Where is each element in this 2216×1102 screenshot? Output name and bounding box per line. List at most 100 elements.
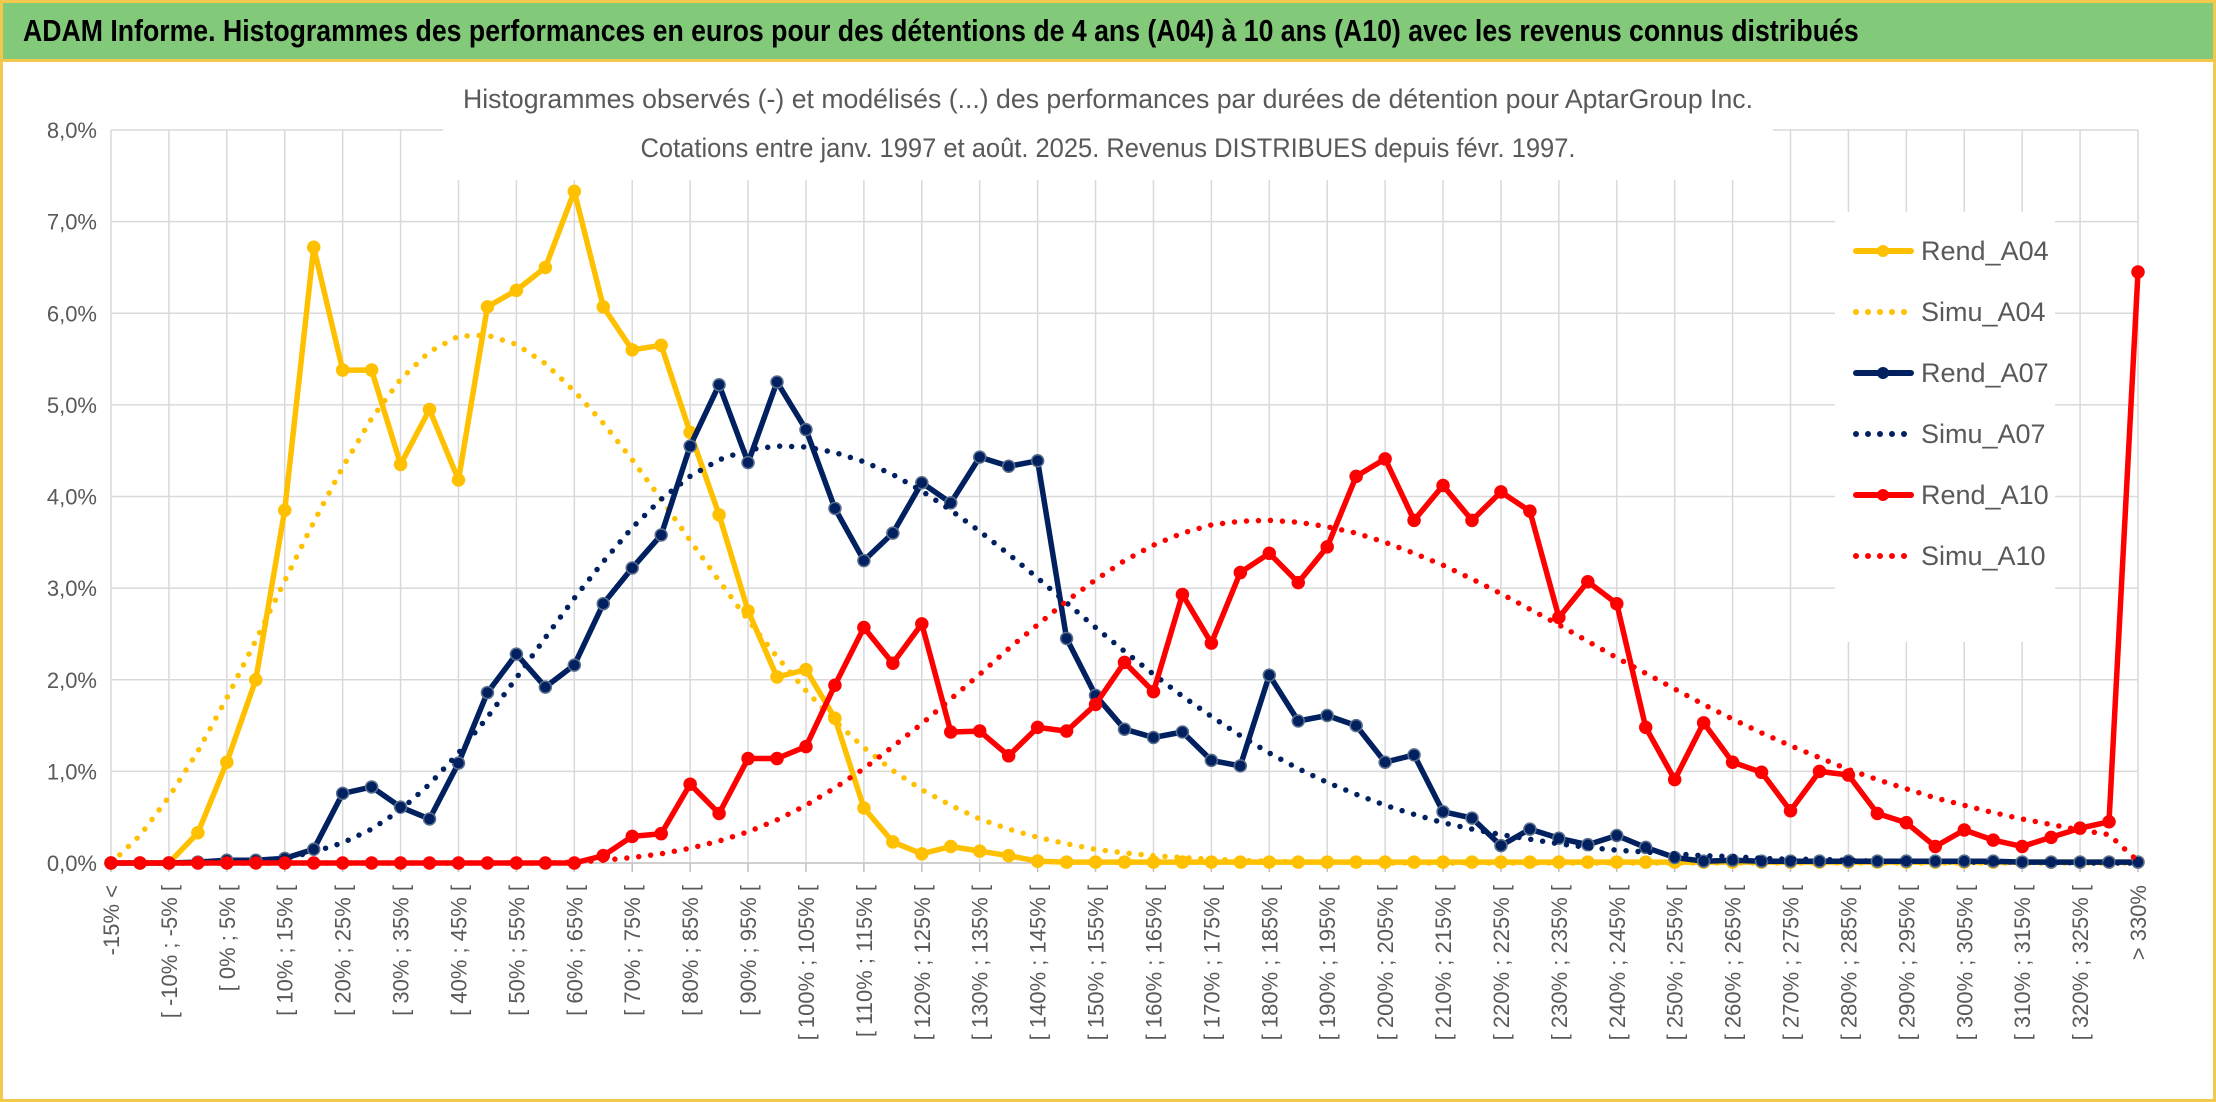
- data-point-rend_a07: [1146, 730, 1161, 745]
- x-tick-label: > 330%: [2126, 885, 2151, 960]
- data-point-rend_a07: [1204, 753, 1219, 768]
- y-tick-label: 7,0%: [47, 210, 97, 235]
- legend-marker-rend_a07: [1877, 367, 1889, 379]
- data-point-rend_a07: [1494, 838, 1508, 853]
- data-point-rend_a07: [886, 526, 900, 540]
- y-tick-label: 5,0%: [47, 393, 97, 418]
- x-tick-label: [ 220% ; 225% [: [1489, 885, 1514, 1040]
- data-point-rend_a10: [1146, 684, 1161, 699]
- data-point-rend_a07: [828, 501, 842, 516]
- data-point-rend_a07: [509, 647, 524, 661]
- series-line-rend_a04: [108, 188, 2141, 866]
- data-point-rend_a04: [538, 260, 553, 275]
- data-point-rend_a10: [1291, 575, 1305, 590]
- data-point-rend_a04: [249, 673, 263, 687]
- data-point-rend_a04: [1030, 854, 1045, 868]
- series-line-simu_a07: [108, 443, 2141, 866]
- data-point-rend_a04: [364, 363, 379, 377]
- data-point-rend_a07: [1436, 804, 1450, 819]
- report-banner: ADAM Informe. Histogrammes des performan…: [3, 3, 2213, 62]
- data-point-rend_a10: [857, 620, 871, 635]
- data-point-rend_a04: [1059, 855, 1074, 869]
- data-point-rend_a07: [1349, 718, 1363, 733]
- data-point-rend_a04: [191, 826, 205, 840]
- data-point-rend_a10: [799, 739, 813, 754]
- x-tick-label: [ 100% ; 105% [: [794, 885, 819, 1040]
- data-point-rend_a07: [1059, 631, 1074, 646]
- data-point-rend_a04: [886, 835, 900, 849]
- data-point-rend_a04: [770, 670, 784, 684]
- banner-title: ADAM Informe. Histogrammes des performan…: [23, 13, 1859, 48]
- data-point-rend_a07: [1320, 708, 1334, 723]
- data-point-rend_a04: [335, 363, 350, 377]
- data-point-rend_a10: [1349, 469, 1363, 484]
- data-point-rend_a10: [1523, 504, 1537, 518]
- data-point-rend_a07: [567, 658, 582, 672]
- data-point-rend_a10: [972, 724, 987, 738]
- data-point-rend_a04: [1117, 855, 1132, 869]
- data-point-rend_a10: [683, 777, 697, 791]
- legend: Rend_A04 Simu_A04 Rend_A07 Simu_A07 Rend_A10…: [1853, 236, 2049, 571]
- data-point-rend_a07: [972, 450, 987, 464]
- chart-title-backdrop: [443, 74, 1773, 180]
- x-tick-label: -15% <: [99, 885, 124, 955]
- performance-histogram-chart: 0,0% 1,0% 2,0% 3,0% 4,0% 5,0% 6,0% 7,0% 8,0% -15…: [47, 74, 2151, 1040]
- x-tick-label: [ 300% ; 305% [: [1952, 885, 1977, 1040]
- data-point-rend_a07: [1696, 854, 1711, 868]
- data-point-rend_a07: [422, 812, 437, 826]
- data-point-rend_a07: [1233, 759, 1248, 773]
- data-point-rend_a04: [509, 283, 524, 298]
- data-point-rend_a10: [1870, 806, 1885, 821]
- data-point-rend_a10: [1378, 452, 1392, 466]
- data-point-rend_a10: [1638, 720, 1653, 735]
- data-point-rend_a04: [451, 473, 466, 487]
- x-tick-label: [ 190% ; 195% [: [1315, 885, 1340, 1040]
- series-line-simu_a10: [108, 517, 2141, 866]
- chart-title: Histogrammes observés (-) et modélisés (…: [463, 84, 1753, 114]
- x-tick-label: [ 70% ; 75% [: [620, 885, 645, 1016]
- data-point-rend_a04: [712, 508, 726, 522]
- data-point-rend_a10: [828, 678, 842, 692]
- data-point-rend_a07: [857, 553, 871, 568]
- y-tick-label: 1,0%: [47, 759, 97, 784]
- x-axis: -15% < [ -10% ; -5% [[ 0% ; 5% [[ 10% ; 1…: [99, 863, 2151, 1040]
- data-point-rend_a10: [1030, 720, 1045, 735]
- data-point-rend_a10: [654, 826, 668, 841]
- data-point-rend_a10: [770, 751, 784, 766]
- data-point-rend_a10: [1117, 655, 1132, 670]
- data-point-rend_a04: [915, 847, 929, 861]
- data-point-rend_a10: [886, 656, 900, 671]
- x-tick-label: [ 180% ; 185% [: [1257, 885, 1282, 1040]
- data-point-rend_a10: [915, 617, 929, 631]
- data-point-rend_a07: [1523, 822, 1537, 836]
- data-point-rend_a07: [741, 455, 755, 470]
- legend-label-rend_a07: Rend_A07: [1921, 358, 2049, 388]
- data-point-rend_a10: [1407, 513, 1421, 528]
- data-point-rend_a07: [770, 375, 784, 389]
- data-point-rend_a10: [1465, 513, 1479, 528]
- data-point-rend_a04: [1001, 848, 1016, 863]
- data-point-rend_a10: [625, 829, 639, 844]
- data-point-rend_a04: [972, 844, 987, 858]
- data-point-rend_a10: [1001, 749, 1016, 763]
- data-point-rend_a04: [306, 240, 321, 255]
- x-tick-label: [ 120% ; 125% [: [910, 885, 935, 1040]
- x-tick-label: [ 20% ; 25% [: [331, 885, 356, 1016]
- x-tick-label: [ 250% ; 255% [: [1663, 885, 1688, 1040]
- data-point-rend_a10: [1204, 636, 1219, 650]
- data-point-rend_a10: [712, 806, 726, 821]
- data-point-rend_a07: [1291, 714, 1305, 728]
- x-tick-label: [ 140% ; 145% [: [1026, 885, 1051, 1040]
- data-point-rend_a10: [1957, 823, 1972, 837]
- x-tick-label: [ 10% ; 15% [: [273, 885, 298, 1016]
- data-point-rend_a07: [1465, 811, 1479, 825]
- data-point-rend_a10: [1262, 546, 1277, 561]
- data-point-rend_a04: [480, 300, 495, 314]
- data-point-rend_a04: [857, 801, 871, 815]
- data-point-rend_a10: [1754, 765, 1769, 780]
- data-point-rend_a07: [1262, 668, 1277, 682]
- data-point-rend_a07: [1610, 828, 1624, 843]
- data-point-rend_a10: [1725, 755, 1740, 769]
- data-point-rend_a10: [1088, 697, 1103, 712]
